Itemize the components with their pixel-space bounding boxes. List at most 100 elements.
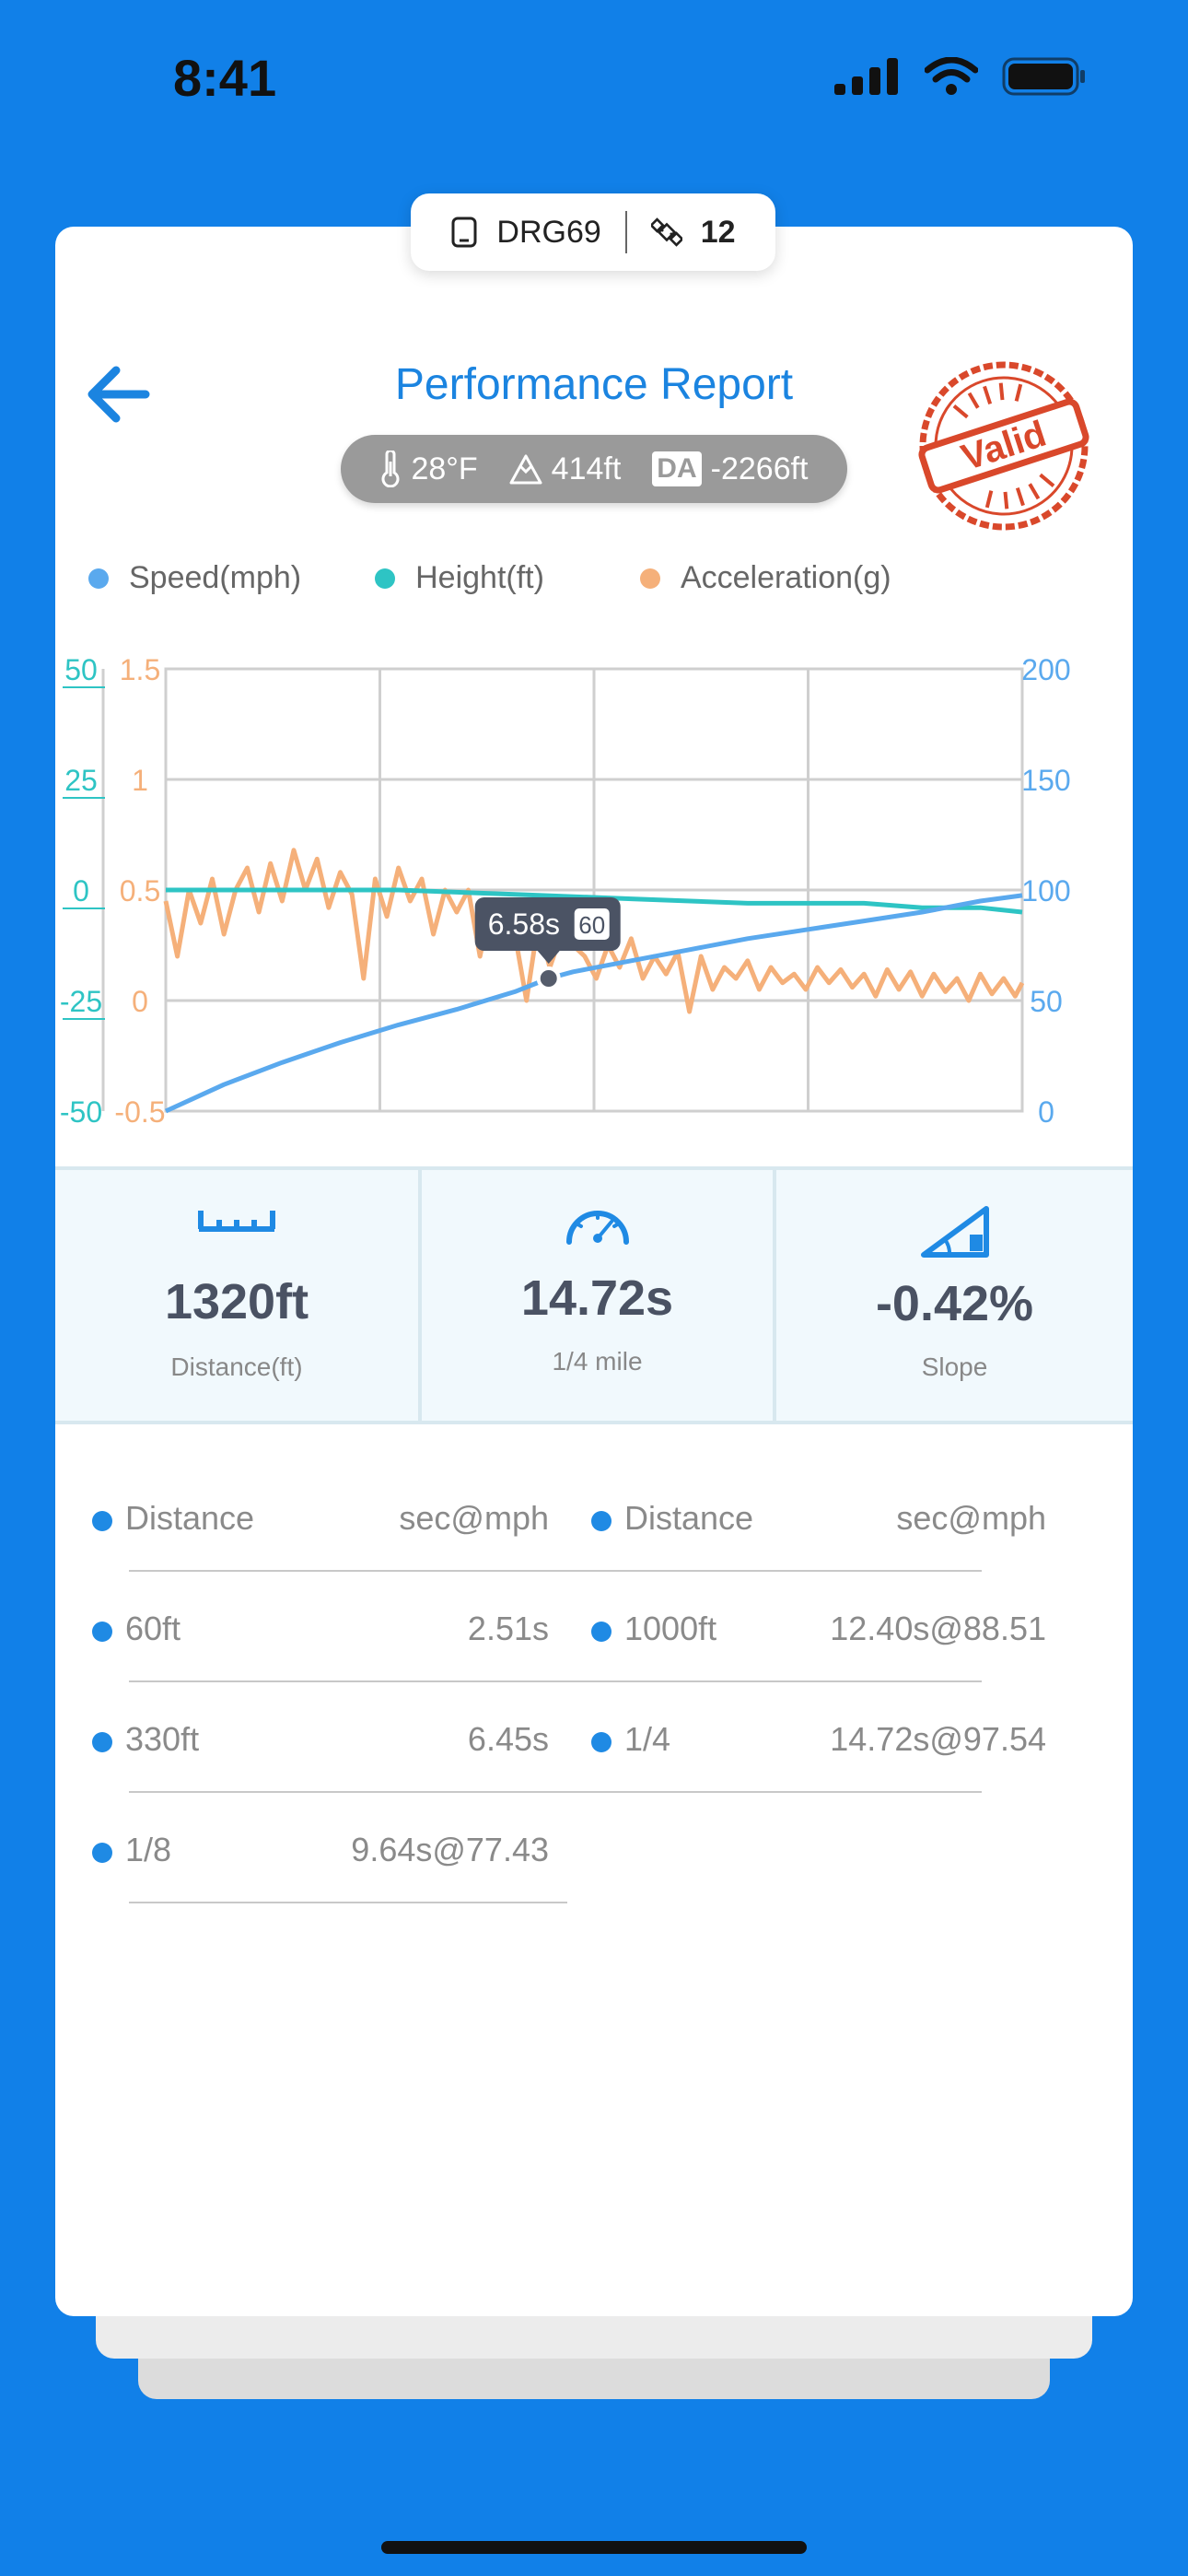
- row-divider: [129, 1902, 567, 1903]
- header-value: sec@mph: [399, 1499, 549, 1537]
- height-tick-label: -50: [60, 1095, 102, 1124]
- header-distance: Distance: [125, 1499, 255, 1537]
- bullet-dot: [92, 1622, 112, 1642]
- tooltip-speed-badge: [574, 908, 610, 940]
- split-distance: 1/4: [624, 1720, 671, 1758]
- height-tick-label: 25: [64, 764, 98, 797]
- legend-speed[interactable]: Speed(mph): [88, 560, 301, 596]
- speed-tick-label: 0: [1038, 1095, 1054, 1124]
- split-distance: 60ft: [125, 1610, 181, 1647]
- status-icons: [834, 57, 1087, 96]
- legend-label: Acceleration(g): [680, 560, 891, 595]
- metric-quarter-mile: 14.72s 1/4 mile: [418, 1170, 773, 1421]
- bullet-dot: [92, 1732, 112, 1752]
- speed-tick-label: 100: [1021, 874, 1070, 907]
- height-tick-label: 0: [73, 874, 89, 907]
- splits-header-left: Distance sec@mph: [55, 1491, 549, 1546]
- device-pill[interactable]: DRG69 12: [411, 193, 775, 271]
- split-time: 9.64s@77.43: [351, 1831, 549, 1868]
- battery-icon: [1002, 57, 1085, 96]
- chart-legend: Speed(mph) Height(ft) Acceleration(g): [88, 560, 891, 596]
- metric-distance: 1320ft Distance(ft): [55, 1170, 418, 1421]
- cellular-signal-icon: [834, 58, 898, 95]
- conditions-pill: 28°F 414ft DA -2266ft: [341, 435, 847, 503]
- split-row-330ft: 330ft 6.45s: [55, 1712, 549, 1767]
- split-time: 12.40s@88.51: [830, 1610, 1046, 1647]
- bullet-dot: [591, 1511, 611, 1531]
- status-time: 8:41: [173, 49, 277, 107]
- altitude-value: 414ft: [551, 451, 622, 486]
- bullet-dot: [92, 1511, 112, 1531]
- density-altitude-value: -2266ft: [710, 451, 809, 486]
- valid-stamp: Valid: [918, 361, 1089, 531]
- device-icon: [451, 217, 477, 248]
- legend-label: Speed(mph): [129, 560, 302, 595]
- page-title: Performance Report: [394, 360, 794, 409]
- satellite-icon: [650, 217, 682, 247]
- bullet-dot: [591, 1732, 611, 1752]
- row-divider: [129, 1570, 982, 1572]
- tooltip-pointer: [537, 951, 560, 964]
- acceleration-tick-label: 1.5: [120, 653, 160, 686]
- tooltip-time: 6.58s: [488, 907, 560, 941]
- metric-value: 1320ft: [164, 1274, 309, 1329]
- metric-label: Slope: [921, 1352, 988, 1381]
- header-value: sec@mph: [896, 1499, 1046, 1537]
- tooltip-speed: 60: [578, 911, 605, 939]
- height-tick-label: -25: [60, 985, 102, 1018]
- split-distance: 330ft: [125, 1720, 200, 1758]
- temperature-value: 28°F: [411, 451, 478, 486]
- legend-acceleration[interactable]: Acceleration(g): [639, 560, 891, 596]
- row-divider: [129, 1791, 982, 1793]
- row-divider: [129, 1680, 982, 1682]
- split-row-1000ft: 1000ft 12.40s@88.51: [554, 1601, 1046, 1657]
- home-indicator[interactable]: [381, 2541, 807, 2554]
- legend-label: Height(ft): [415, 560, 544, 595]
- speedometer-icon: [565, 1211, 629, 1245]
- mountain-icon: [509, 454, 542, 485]
- metrics-panel: 1320ft Distance(ft) 14.72s 1/4 mile -0.4…: [55, 1166, 1133, 1424]
- split-time: 6.45s: [467, 1720, 549, 1758]
- density-altitude-item: DA -2266ft: [652, 451, 809, 487]
- height-tick-label: 50: [64, 653, 98, 686]
- metric-value: 14.72s: [520, 1270, 674, 1326]
- acceleration-tick-label: -0.5: [114, 1095, 165, 1124]
- slope-icon: [920, 1206, 989, 1258]
- speed-tick-label: 150: [1021, 764, 1070, 797]
- splits-header-right: Distance sec@mph: [554, 1491, 1046, 1546]
- legend-dot-speed: [88, 568, 109, 589]
- device-name: DRG69: [496, 214, 601, 250]
- tooltip-point: [536, 966, 561, 990]
- ruler-icon: [198, 1211, 275, 1232]
- speed-tick-label: 50: [1030, 985, 1063, 1018]
- wifi-icon: [925, 57, 978, 95]
- bullet-dot: [92, 1843, 112, 1863]
- split-time: 14.72s@97.54: [830, 1720, 1046, 1758]
- pill-divider: [624, 211, 627, 253]
- acceleration-tick-label: 0.5: [120, 874, 160, 907]
- metric-slope: -0.42% Slope: [773, 1170, 1133, 1421]
- metric-value: -0.42%: [875, 1276, 1034, 1331]
- split-distance: 1000ft: [624, 1610, 717, 1647]
- temperature-item: 28°F: [379, 451, 478, 487]
- thermometer-icon: [382, 451, 400, 487]
- back-arrow-icon[interactable]: [81, 357, 155, 431]
- performance-chart[interactable]: 50 25 0 -25 -50 1.5 1 0.5 0 -0.5 200 150 100 50 0 6.58s…: [55, 626, 1133, 1124]
- split-row-quarter: 1/4 14.72s@97.54: [554, 1712, 1046, 1767]
- legend-dot-height: [375, 568, 396, 589]
- split-time: 2.51s: [467, 1610, 549, 1647]
- acceleration-tick-label: 0: [132, 985, 148, 1018]
- legend-dot-acceleration: [639, 568, 660, 589]
- legend-height[interactable]: Height(ft): [375, 560, 544, 596]
- satellite-count: 12: [700, 214, 736, 250]
- acceleration-tick-label: 1: [132, 764, 148, 797]
- speed-line: [164, 893, 1023, 1114]
- split-row-60ft: 60ft 2.51s: [55, 1601, 549, 1657]
- metric-label: Distance(ft): [170, 1352, 303, 1381]
- split-row-eighth: 1/8 9.64s@77.43: [55, 1822, 549, 1878]
- acceleration-line: [163, 848, 1025, 1014]
- da-badge: DA: [652, 451, 702, 486]
- speed-tick-label: 200: [1021, 653, 1070, 686]
- altitude-item: 414ft: [509, 451, 622, 487]
- header-distance: Distance: [624, 1499, 754, 1537]
